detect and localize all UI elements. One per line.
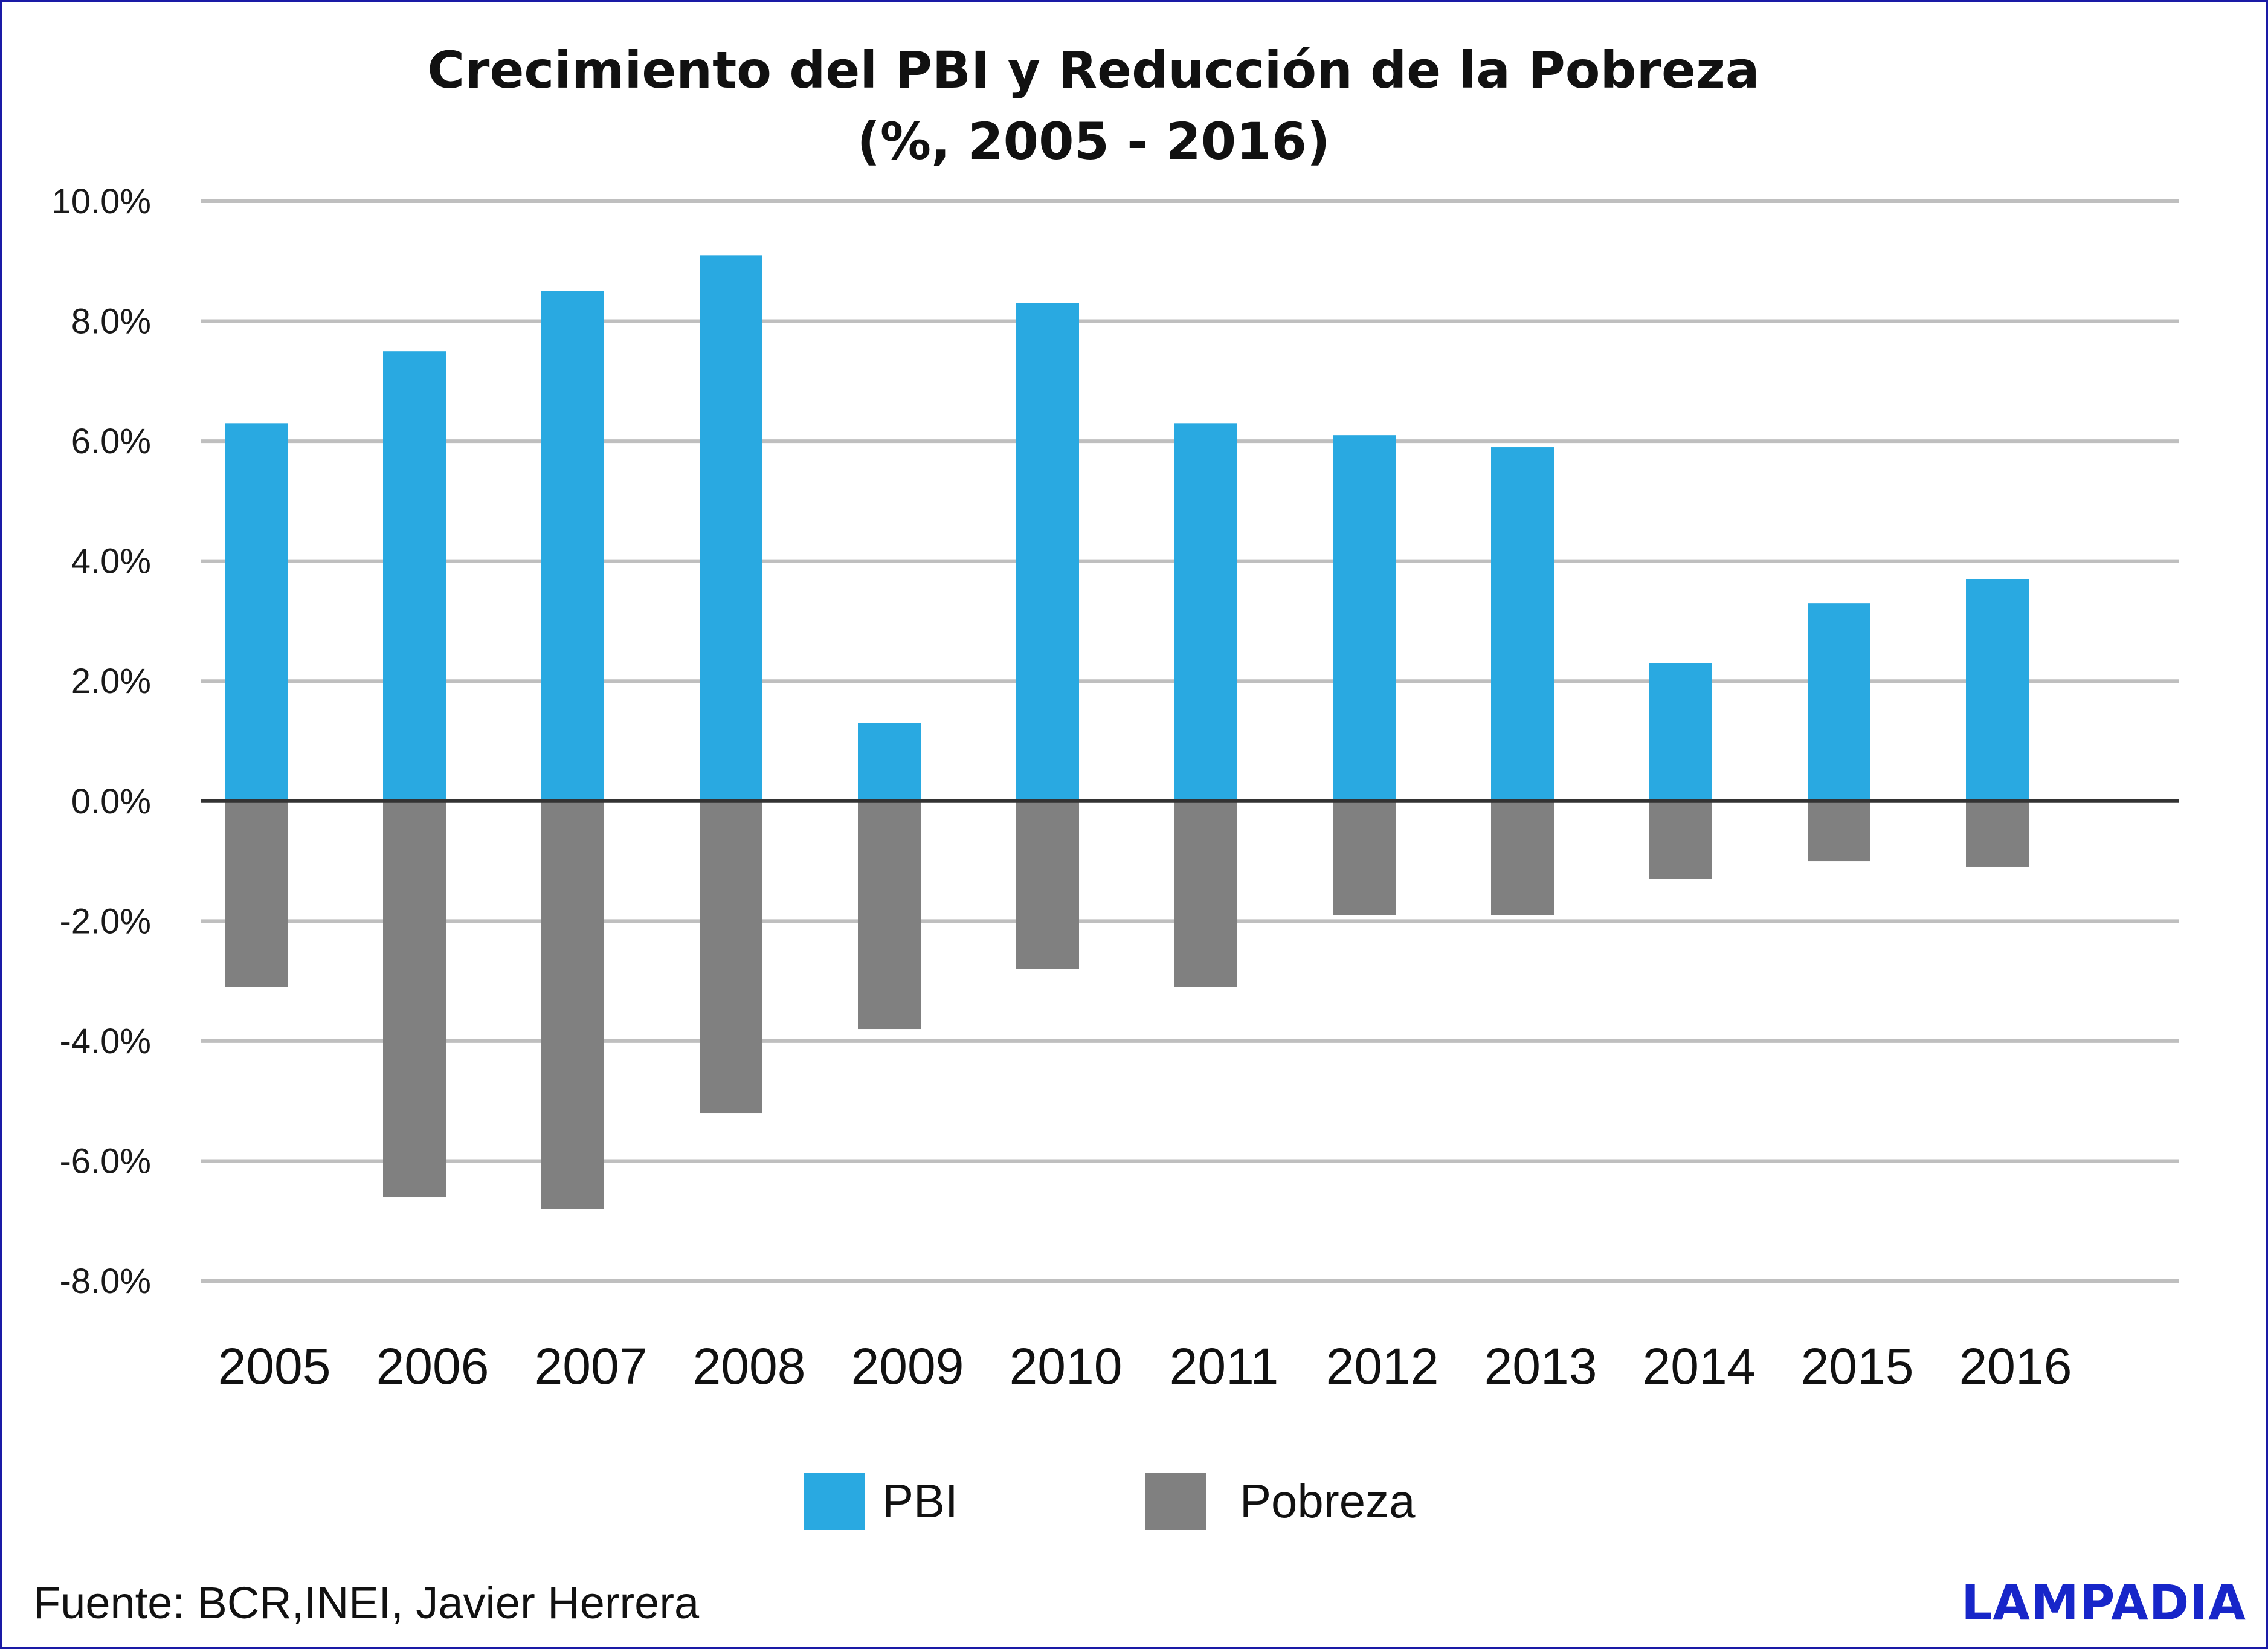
y-tick-label: 2.0% [71, 662, 151, 701]
bar-pbi-2011 [1174, 423, 1237, 801]
bar-pbi-2008 [700, 255, 762, 801]
chart-subtitle: (%, 2005 - 2016) [857, 112, 1330, 171]
x-tick-label: 2011 [1170, 1338, 1279, 1395]
bar-pbi-2016 [1966, 579, 2029, 801]
y-tick-label: 10.0% [52, 182, 151, 221]
bar-pbi-2007 [541, 291, 604, 801]
x-tick-label: 2007 [535, 1338, 648, 1395]
x-tick-label: 2006 [376, 1338, 489, 1395]
legend-label-pbi: PBI [882, 1474, 958, 1528]
bar-pobreza-2007 [541, 801, 604, 1209]
y-tick-label: 0.0% [71, 782, 151, 821]
x-axis-tick-labels: 2005 2006 2007 2008 2009 2010 2011 2012 2013 2014… [218, 1338, 2072, 1395]
x-tick-label: 2014 [1643, 1338, 1756, 1395]
x-tick-label: 2005 [218, 1338, 331, 1395]
bar-pbi-2010 [1016, 303, 1079, 801]
brand-logo: LAMPADIA [1961, 1575, 2246, 1631]
bar-pobreza-2010 [1016, 801, 1079, 969]
source-note: Fuente: BCR,INEI, Javier Herrera [33, 1578, 700, 1628]
bar-pobreza-2006 [383, 801, 446, 1198]
bar-pobreza-2009 [858, 801, 921, 1030]
bar-pobreza-2016 [1966, 801, 2029, 867]
x-tick-label: 2009 [851, 1338, 964, 1395]
bar-pbi-2005 [225, 423, 288, 801]
x-tick-label: 2008 [693, 1338, 806, 1395]
x-tick-label: 2010 [1010, 1338, 1123, 1395]
bar-pbi-2009 [858, 723, 921, 801]
y-tick-label: 8.0% [71, 302, 151, 341]
x-tick-label: 2016 [1959, 1338, 2072, 1395]
y-tick-label: -8.0% [59, 1262, 151, 1301]
bar-pbi-2012 [1333, 435, 1396, 801]
bar-pbi-2013 [1491, 447, 1554, 801]
bar-pobreza-2008 [700, 801, 762, 1114]
y-tick-label: 6.0% [71, 422, 151, 461]
legend-swatch-pbi [804, 1473, 865, 1530]
chart-title: Crecimiento del PBI y Reducción de la Po… [427, 40, 1759, 100]
bar-pobreza-2013 [1491, 801, 1554, 915]
y-tick-label: -4.0% [59, 1022, 151, 1061]
bar-pobreza-2012 [1333, 801, 1396, 915]
bar-pobreza-2005 [225, 801, 288, 987]
y-axis-tick-labels: 10.0% 8.0% 6.0% 4.0% 2.0% 0.0% -2.0% -4.0% -6.0%… [52, 182, 151, 1301]
x-tick-label: 2015 [1801, 1338, 1914, 1395]
bar-pbi-2014 [1649, 663, 1712, 801]
bar-pobreza-2011 [1174, 801, 1237, 987]
bar-pbi-2006 [383, 351, 446, 801]
x-tick-label: 2012 [1326, 1338, 1439, 1395]
legend-label-pobreza: Pobreza [1240, 1474, 1416, 1528]
bar-pobreza-2014 [1649, 801, 1712, 879]
bars [225, 255, 2029, 1209]
y-tick-label: -2.0% [59, 902, 151, 941]
legend-swatch-pobreza [1145, 1473, 1206, 1530]
y-tick-label: -6.0% [59, 1141, 151, 1181]
bar-pbi-2015 [1808, 603, 1870, 801]
x-tick-label: 2013 [1484, 1338, 1597, 1395]
bar-pobreza-2015 [1808, 801, 1870, 862]
legend: PBI Pobreza [804, 1473, 1416, 1530]
y-tick-label: 4.0% [71, 542, 151, 581]
